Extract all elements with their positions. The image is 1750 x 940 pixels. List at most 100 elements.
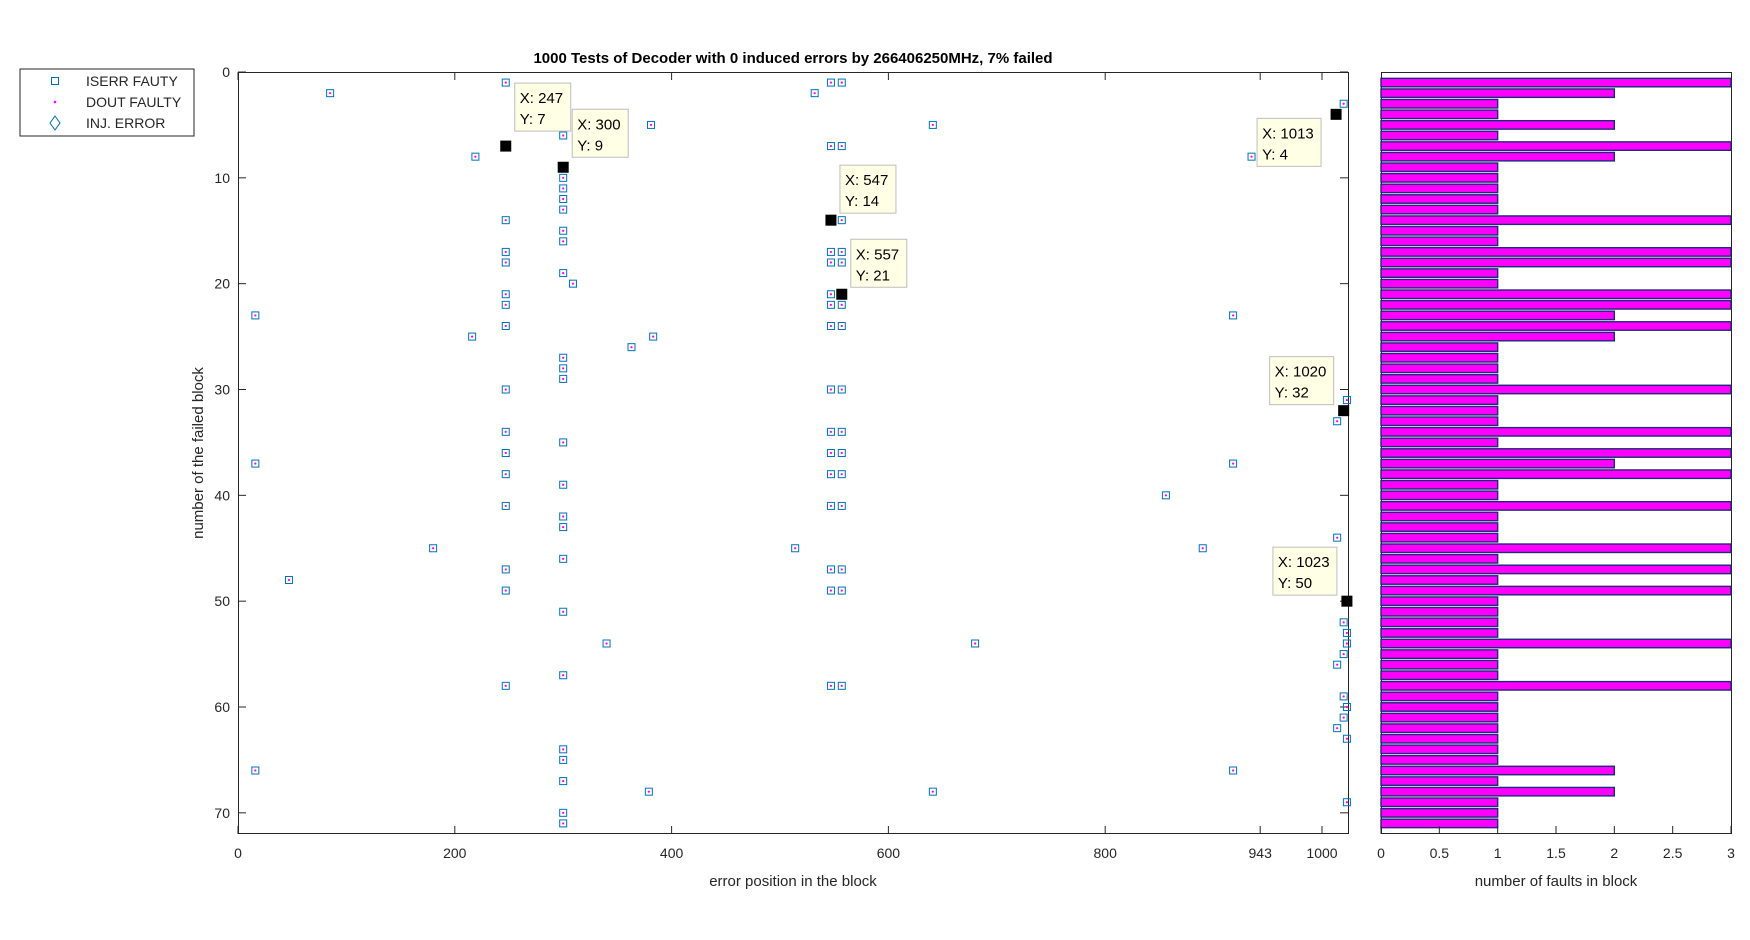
dout-point [504, 568, 507, 571]
iserr-point [1333, 724, 1342, 733]
datatip-marker[interactable] [1330, 108, 1342, 120]
datatip-box [1256, 117, 1322, 167]
histogram-bar [1380, 659, 1499, 670]
histogram-bar [1380, 776, 1499, 787]
histogram-bar [1380, 670, 1499, 681]
histogram-bar [1380, 331, 1616, 342]
iserr-point [1342, 639, 1351, 648]
x-tick-label: 200 [443, 845, 467, 861]
y-tick-label: 0 [222, 64, 230, 80]
histogram-bar [1380, 532, 1499, 543]
iserr-point [559, 364, 568, 373]
iserr-point [826, 78, 835, 87]
iserr-point [1342, 628, 1351, 637]
datatip-marker[interactable] [825, 214, 837, 226]
iserr-point [826, 385, 835, 394]
iserr-point [826, 565, 835, 574]
hist-x-tick-label: 1 [1494, 845, 1502, 861]
dout-point [1336, 727, 1339, 730]
iserr-point [837, 216, 846, 225]
iserr-point [1229, 459, 1238, 468]
iserr-point [468, 332, 477, 341]
dout-point [840, 388, 843, 391]
datatip-y-text: Y: 32 [1275, 385, 1309, 402]
datatip-x-text: X: 547 [845, 172, 888, 189]
x-tick-label: 0 [234, 845, 242, 861]
histogram-bar [1380, 310, 1616, 321]
iserr-point [1229, 311, 1238, 320]
histogram-bar [1380, 109, 1499, 120]
iserr-point [559, 237, 568, 246]
iserr-point [837, 565, 846, 574]
dout-point [1345, 642, 1349, 645]
datatip: X: 300 Y: 9 [571, 108, 629, 158]
datatip-marker[interactable] [836, 288, 848, 300]
datatip-marker[interactable] [1338, 405, 1350, 417]
histogram-bar [1380, 807, 1499, 818]
iserr-point [501, 247, 510, 256]
iserr-point [1229, 766, 1238, 775]
dout-point [1345, 737, 1349, 740]
iserr-point [559, 755, 568, 764]
dout-point [562, 134, 565, 137]
iserr-point [501, 501, 510, 510]
dout-point [471, 335, 474, 338]
histogram-bar [1380, 162, 1499, 173]
histogram-bar [1380, 702, 1499, 712]
histogram-bar [1380, 278, 1499, 289]
dout-point [562, 441, 565, 444]
dout-point [562, 811, 565, 814]
iserr-point [559, 353, 568, 362]
histogram-bar [1380, 405, 1499, 416]
histogram-bar [1380, 490, 1499, 501]
iserr-point [1339, 650, 1348, 659]
dout-point [1336, 420, 1339, 423]
histogram-bar [1380, 373, 1499, 384]
histogram-bar [1380, 246, 1732, 257]
histogram-bar [1380, 268, 1499, 279]
iserr-point [501, 300, 510, 309]
histogram-bar [1380, 585, 1732, 596]
legend-iserr-marker [51, 77, 59, 85]
dout-point [647, 790, 650, 793]
histogram-bar [1380, 321, 1732, 331]
highlight-points [500, 108, 1353, 607]
dout-point [1345, 801, 1349, 804]
legend-dout-marker [53, 100, 57, 104]
y-tick-label: 50 [214, 593, 230, 609]
datatip-marker[interactable] [500, 140, 512, 152]
iserr-point [429, 544, 438, 553]
x-axis-label: error position in the block [709, 873, 877, 890]
dout-point [562, 610, 565, 613]
dout-point [1342, 621, 1345, 624]
histogram-bar [1380, 236, 1499, 247]
iserr-point [837, 300, 846, 309]
dout-point [840, 473, 843, 476]
iserr-point [1339, 99, 1348, 108]
dout-point [562, 208, 565, 211]
datatip-x-text: X: 557 [856, 246, 899, 263]
dout-point [562, 674, 565, 677]
iserr-point [826, 142, 835, 151]
datatip-marker[interactable] [557, 161, 569, 173]
iserr-point [826, 247, 835, 256]
dout-point [840, 324, 843, 328]
datatip: X: 1013 Y: 4 [1256, 117, 1322, 167]
histogram-x-axis-label: number of faults in block [1475, 873, 1638, 890]
y-tick-label: 20 [214, 276, 230, 292]
datatip-marker[interactable] [1341, 595, 1353, 607]
iserr-point [791, 544, 800, 553]
dout-point [1345, 398, 1349, 402]
iserr-point [602, 639, 611, 648]
y-tick-label: 70 [214, 805, 230, 821]
iserr-point [501, 470, 510, 479]
scatter-xticks: 0 200 400 600 800 943 1000 [234, 72, 1338, 861]
iserr-point [559, 438, 568, 447]
dout-point [562, 515, 565, 518]
datatip-box [839, 164, 897, 214]
histogram-xticks: 0 0.5 1 1.5 2 2.5 3 [1377, 826, 1735, 861]
dout-point [432, 547, 435, 550]
datatip-y-text: Y: 21 [856, 267, 890, 284]
dout-point [931, 123, 934, 127]
scatter-points [251, 78, 1351, 828]
